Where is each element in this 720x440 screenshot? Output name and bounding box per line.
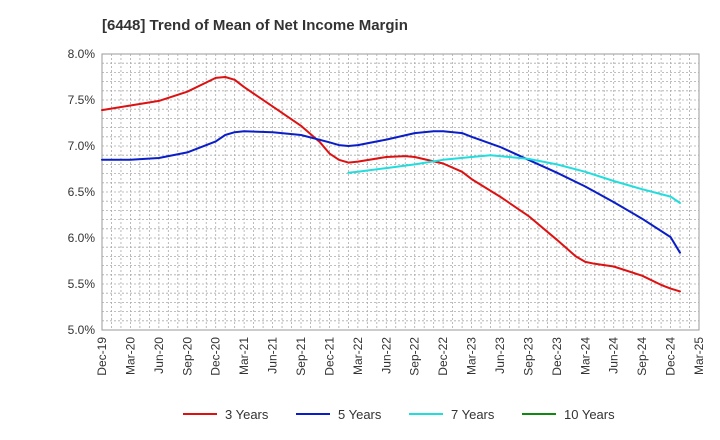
x-tick-label: Jun-22: [379, 337, 393, 374]
legend-label: 10 Years: [564, 407, 615, 422]
x-tick-label: Sep-23: [521, 337, 535, 376]
x-tick-label: Mar-22: [351, 337, 365, 375]
y-tick-label: 7.5%: [68, 93, 96, 107]
x-tick-label: Dec-20: [209, 337, 223, 376]
y-axis-tick-labels: 5.0% 5.5% 6.0% 6.5% 7.0% 7.5% 8.0%: [68, 47, 96, 337]
x-tick-label: Jun-20: [152, 337, 166, 374]
legend: 3 Years 5 Years 7 Years 10 Years: [183, 407, 615, 422]
horizontal-gridlines: [102, 62, 699, 322]
x-tick-label: Sep-20: [180, 337, 194, 376]
series-line-3-years: [101, 76, 681, 293]
x-tick-label: Sep-24: [635, 337, 649, 376]
y-tick-label: 8.0%: [68, 47, 96, 61]
chart-title: [6448] Trend of Mean of Net Income Margi…: [102, 17, 408, 34]
x-tick-label: Sep-22: [408, 337, 422, 376]
x-tick-label: Mar-24: [578, 337, 592, 375]
legend-label: 3 Years: [225, 407, 269, 422]
series-line-5-years: [101, 130, 681, 254]
legend-label: 7 Years: [451, 407, 495, 422]
x-tick-label: Sep-21: [294, 337, 308, 376]
x-tick-label: Jun-21: [266, 337, 280, 374]
x-tick-label: Dec-24: [664, 337, 678, 376]
legend-item-5-years: 5 Years: [296, 407, 382, 422]
series-lines: [101, 76, 681, 293]
legend-item-7-years: 7 Years: [409, 407, 495, 422]
x-axis-tick-labels: Dec-19 Mar-20 Jun-20 Sep-20 Dec-20 Mar-21 Jun-…: [95, 337, 706, 376]
legend-item-3-years: 3 Years: [183, 407, 269, 422]
x-tick-label: Mar-23: [465, 337, 479, 375]
y-tick-label: 5.0%: [68, 323, 96, 337]
x-tick-label: Jun-24: [607, 337, 621, 374]
x-tick-label: Dec-21: [322, 337, 336, 376]
x-tick-label: Jun-23: [493, 337, 507, 374]
x-tick-label: Mar-20: [123, 337, 137, 375]
series-line-7-years: [347, 154, 681, 204]
legend-item-10-years: 10 Years: [522, 407, 615, 422]
x-tick-label: Mar-21: [237, 337, 251, 375]
y-tick-label: 6.5%: [68, 185, 96, 199]
x-tick-label: Dec-23: [550, 337, 564, 376]
y-tick-label: 7.0%: [68, 139, 96, 153]
x-tick-label: Dec-22: [436, 337, 450, 376]
x-tick-label: Mar-25: [692, 337, 706, 375]
y-tick-label: 6.0%: [68, 231, 96, 245]
x-tick-label: Dec-19: [95, 337, 109, 376]
y-tick-label: 5.5%: [68, 277, 96, 291]
legend-label: 5 Years: [338, 407, 382, 422]
